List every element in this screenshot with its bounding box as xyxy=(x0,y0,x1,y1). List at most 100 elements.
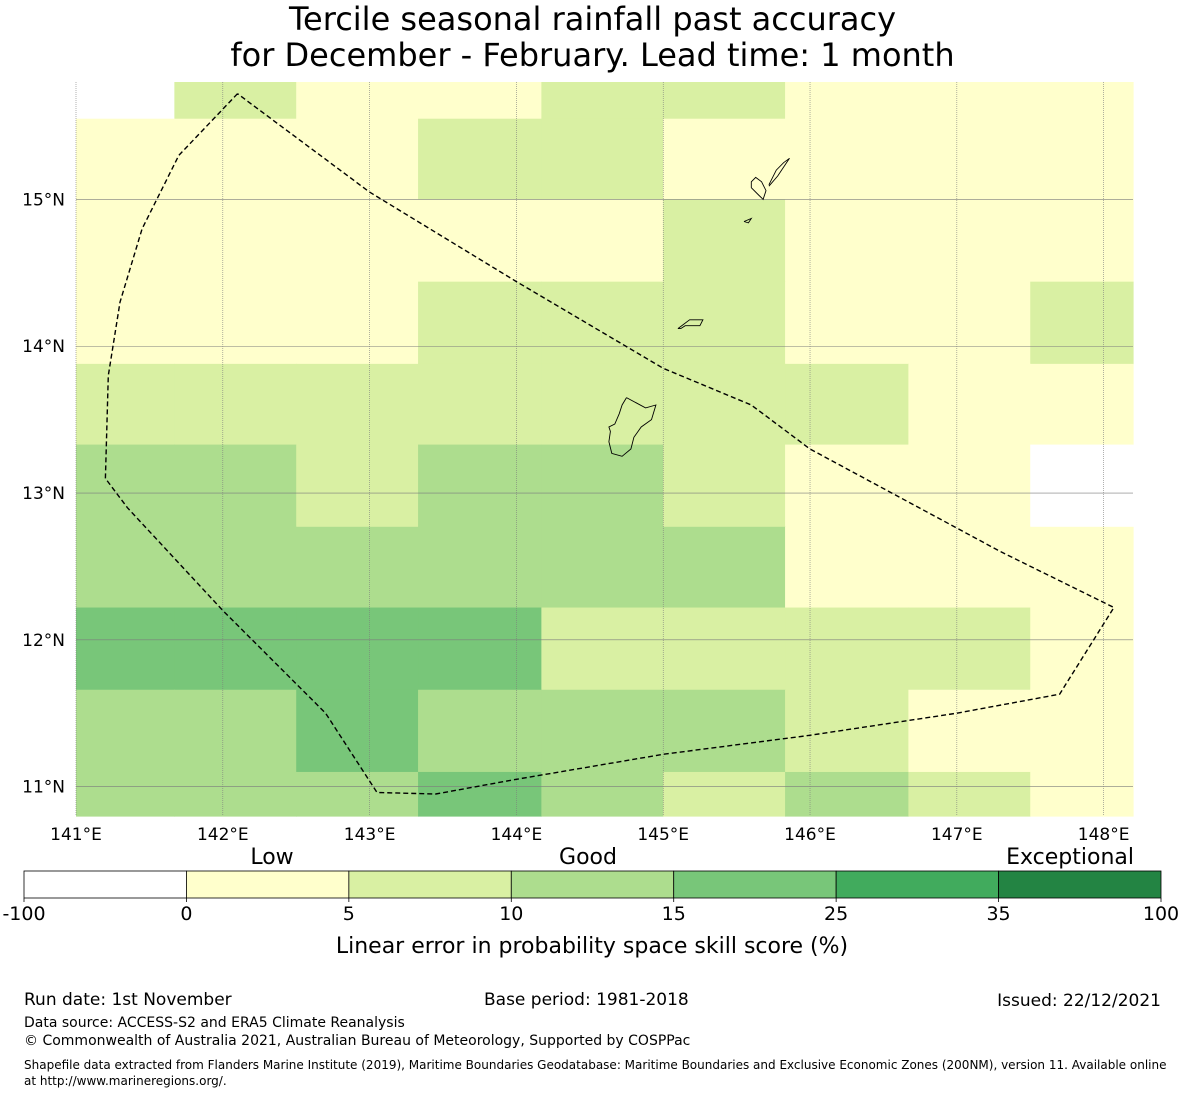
run-date: Run date: 1st November xyxy=(24,990,232,1010)
colorbar: -100 0 5 10 15 25 35 100 Low Good Exceptional Linea… xyxy=(2,845,1179,959)
grid-cell xyxy=(541,444,664,528)
lon-tick-label: 144°E xyxy=(491,825,543,845)
grid-cell xyxy=(1030,118,1134,201)
grid-cell xyxy=(908,444,1031,528)
grid-cell xyxy=(663,281,786,365)
grid-cell xyxy=(1030,363,1134,446)
grid-cell xyxy=(541,363,664,446)
grid-cell xyxy=(663,118,786,201)
colorbar-tick-label: 25 xyxy=(824,903,848,925)
grid-cell xyxy=(418,363,542,446)
island-outline xyxy=(743,217,753,224)
grid-cell xyxy=(663,363,786,446)
axis-labels: 141°E 142°E 143°E 144°E 145°E 146°E 147°E 148°E… xyxy=(22,190,1129,845)
title-line-2: for December - February. Lead time: 1 mo… xyxy=(230,36,955,74)
grid-cell xyxy=(663,199,786,283)
grid-cell xyxy=(663,444,786,528)
grid-cell xyxy=(785,526,909,609)
grid-cell xyxy=(541,689,664,773)
grid-cell xyxy=(76,607,175,691)
grid-cell xyxy=(174,771,297,817)
grid-cell xyxy=(174,444,297,528)
grid-cell xyxy=(296,118,419,201)
grid-cell xyxy=(785,199,909,283)
grid-cell xyxy=(418,607,542,691)
graticule xyxy=(75,82,1133,816)
title-line-1: Tercile seasonal rainfall past accuracy xyxy=(288,0,897,38)
colorbar-segment xyxy=(673,870,837,899)
grid-cell xyxy=(76,281,175,365)
colorbar-tick-label: 35 xyxy=(986,903,1010,925)
lat-tick-label: 11°N xyxy=(22,778,65,798)
colorbar-tick-label: -100 xyxy=(2,903,45,925)
grid-cell xyxy=(785,607,909,691)
grid-cell xyxy=(908,526,1031,609)
issued-date: Issued: 22/12/2021 xyxy=(997,991,1161,1011)
grid-cell xyxy=(76,82,175,120)
grid-cell xyxy=(296,444,419,528)
colorbar-tick-label: 0 xyxy=(180,903,192,925)
grid-cell xyxy=(663,607,786,691)
grid-cell xyxy=(1030,689,1134,773)
grid-cell xyxy=(1030,82,1134,120)
grid-cell xyxy=(296,771,419,817)
grid-cell xyxy=(785,689,909,773)
grid-cell xyxy=(296,281,419,365)
grid-cell xyxy=(296,82,419,120)
lon-tick-label: 147°E xyxy=(931,825,983,845)
eez-boundary xyxy=(104,93,1115,795)
grid-cell xyxy=(174,199,297,283)
grid-cell xyxy=(785,771,909,817)
grid-cell xyxy=(908,118,1031,201)
grid-cell xyxy=(76,363,175,446)
grid-cell xyxy=(908,363,1031,446)
lat-tick-label: 12°N xyxy=(22,631,65,651)
colorbar-segment xyxy=(23,870,187,899)
grid-cell xyxy=(296,689,419,773)
colorbar-category-label: Good xyxy=(559,845,617,870)
lon-tick-label: 142°E xyxy=(197,825,249,845)
data-source: Data source: ACCESS-S2 and ERA5 Climate … xyxy=(24,1015,405,1031)
colorbar-segment xyxy=(348,870,512,899)
colorbar-segment xyxy=(835,870,999,899)
grid-cell xyxy=(541,199,664,283)
grid-cell xyxy=(418,526,542,609)
grid-cell xyxy=(541,771,664,817)
grid-cell xyxy=(418,82,542,120)
grid-cell xyxy=(76,771,175,817)
colorbar-segment xyxy=(998,870,1162,899)
grid-cell xyxy=(174,526,297,609)
skill-grid xyxy=(76,82,1134,817)
grid-cell xyxy=(908,607,1031,691)
grid-cell xyxy=(1030,281,1134,365)
grid-cell xyxy=(908,199,1031,283)
lon-tick-label: 145°E xyxy=(637,825,689,845)
grid-cell xyxy=(418,689,542,773)
grid-cell xyxy=(663,526,786,609)
base-period: Base period: 1981-2018 xyxy=(484,990,689,1010)
colorbar-tick-label: 5 xyxy=(343,903,355,925)
grid-cell xyxy=(1030,526,1134,609)
grid-cell xyxy=(418,199,542,283)
grid-cell xyxy=(541,82,664,120)
grid-cell xyxy=(296,607,419,691)
grid-cell xyxy=(908,82,1031,120)
grid-cell xyxy=(908,771,1031,817)
island-outline xyxy=(750,176,767,201)
lon-tick-label: 146°E xyxy=(784,825,836,845)
grid-cell xyxy=(76,444,175,528)
grid-cell xyxy=(785,281,909,365)
grid-cell xyxy=(785,118,909,201)
colorbar-segment xyxy=(186,870,350,899)
colorbar-tick-label: 100 xyxy=(1143,903,1179,925)
colorbar-category-label: Low xyxy=(250,845,293,870)
colorbar-tick-label: 15 xyxy=(662,903,686,925)
grid-cell xyxy=(1030,607,1134,691)
grid-cell xyxy=(541,526,664,609)
island-outline xyxy=(677,319,704,330)
grid-cell xyxy=(418,118,542,201)
grid-cell xyxy=(174,363,297,446)
colorbar-segment xyxy=(510,870,675,899)
grid-cell xyxy=(76,118,175,201)
